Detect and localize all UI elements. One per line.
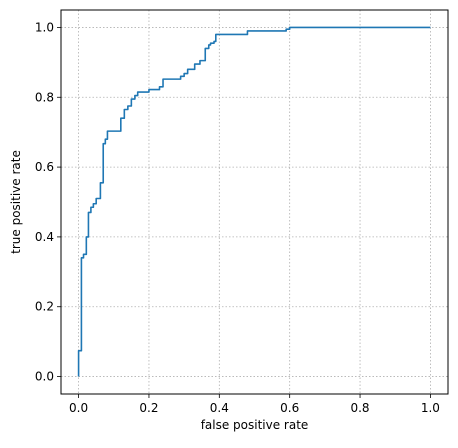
grid bbox=[61, 10, 448, 394]
ticks: 0.0 0.2 0.4 0.6 0.8 1.0 0.0 0.2 0.4 0.6 0.8 1.0 bbox=[35, 20, 440, 415]
x-tick-label: 1.0 bbox=[421, 401, 440, 415]
y-tick-label: 0.0 bbox=[35, 370, 54, 384]
y-tick-label: 0.4 bbox=[35, 230, 54, 244]
x-tick-label: 0.6 bbox=[280, 401, 299, 415]
plot-frame bbox=[60, 9, 449, 395]
y-tick-label: 0.8 bbox=[35, 90, 54, 104]
x-axis-label: false positive rate bbox=[201, 418, 309, 432]
x-tick-label: 0.8 bbox=[350, 401, 369, 415]
x-tick-label: 0.2 bbox=[139, 401, 158, 415]
y-tick-label: 1.0 bbox=[35, 20, 54, 34]
roc-curve-line bbox=[77, 26, 431, 377]
y-axis-label: true positive rate bbox=[9, 150, 23, 254]
x-tick-label: 0.0 bbox=[69, 401, 88, 415]
y-tick-label: 0.6 bbox=[35, 160, 54, 174]
x-tick-label: 0.4 bbox=[210, 401, 229, 415]
series-layer bbox=[77, 26, 431, 377]
y-tick-label: 0.2 bbox=[35, 300, 54, 314]
